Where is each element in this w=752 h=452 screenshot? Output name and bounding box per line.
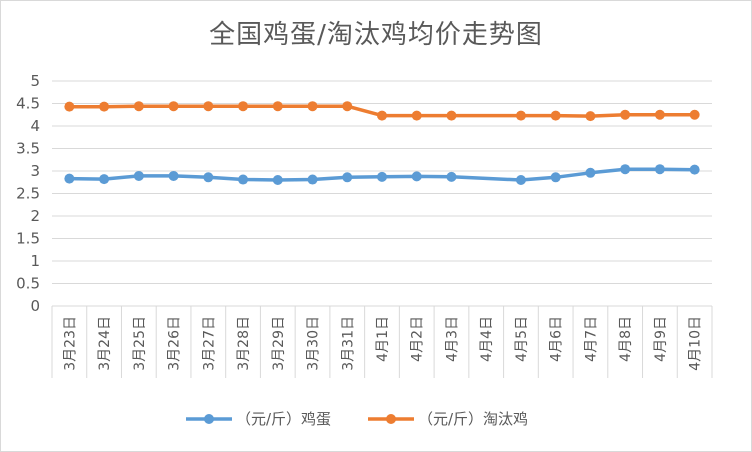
x-tick-label: 3月26日 [167, 316, 183, 371]
data-point-series-2 [689, 109, 700, 120]
data-point-series-1 [620, 164, 631, 175]
data-point-series-1 [64, 173, 75, 184]
x-tick-label: 4月8日 [618, 316, 634, 362]
data-point-series-1 [238, 174, 249, 185]
data-point-series-1 [689, 164, 700, 175]
data-point-series-2 [654, 109, 665, 120]
legend-label: （元/斤）淘汰鸡 [418, 410, 528, 428]
y-tick-label: 1 [30, 252, 40, 270]
x-tick-label: 3月31日 [340, 316, 356, 371]
x-tick-label: 4月3日 [444, 316, 460, 362]
data-point-series-2 [550, 110, 561, 121]
data-point-series-2 [342, 101, 353, 112]
data-point-series-1 [654, 164, 665, 175]
x-tick-label: 4月7日 [583, 316, 599, 362]
data-point-series-2 [99, 101, 110, 112]
x-tick-label: 4月2日 [410, 316, 426, 362]
legend-swatch-marker [204, 414, 214, 424]
data-point-series-1 [99, 174, 110, 185]
series-line-2 [69, 104, 695, 118]
data-point-series-2 [585, 111, 596, 122]
x-tick-label: 4月6日 [549, 316, 565, 362]
data-point-series-1 [411, 171, 422, 182]
y-tick-label: 3 [30, 162, 40, 180]
x-tick-label: 3月23日 [62, 316, 78, 371]
data-point-series-1 [377, 171, 387, 182]
data-point-series-1 [272, 175, 283, 185]
data-point-series-2 [307, 101, 318, 112]
data-point-series-2 [377, 110, 387, 121]
data-point-series-2 [515, 110, 526, 121]
y-tick-label: 1.5 [16, 230, 40, 248]
data-point-series-2 [203, 101, 214, 112]
x-tick-label: 3月27日 [201, 316, 217, 371]
x-tick-label: 3月24日 [97, 316, 113, 371]
x-tick-label: 4月1日 [375, 316, 391, 362]
data-point-series-1 [203, 172, 214, 183]
data-point-series-1 [307, 174, 318, 185]
data-point-series-2 [64, 101, 75, 112]
data-point-series-2 [272, 101, 283, 112]
x-tick-label: 3月25日 [132, 316, 148, 371]
y-tick-label: 0.5 [16, 275, 40, 293]
y-tick-label: 2.5 [16, 185, 40, 203]
y-tick-label: 3.5 [16, 140, 40, 158]
x-tick-label: 4月10日 [688, 316, 704, 371]
series-line-1 [69, 167, 695, 182]
data-point-series-2 [620, 109, 631, 120]
x-tick-label: 4月5日 [514, 316, 530, 362]
data-point-series-2 [168, 101, 179, 112]
x-tick-label: 3月29日 [271, 316, 287, 371]
x-tick-label: 4月9日 [653, 316, 669, 362]
data-point-series-1 [133, 170, 144, 181]
legend-swatch-marker [386, 414, 396, 424]
data-point-series-1 [342, 172, 353, 183]
data-point-series-1 [515, 175, 526, 185]
chart-title: 全国鸡蛋/淘汰鸡均价走势图 [209, 20, 543, 50]
data-point-series-2 [238, 101, 249, 112]
x-tick-label: 4月4日 [479, 316, 495, 362]
legend-label: （元/斤）鸡蛋 [236, 410, 331, 428]
x-tick-label: 3月28日 [236, 316, 252, 371]
data-point-series-1 [550, 172, 561, 183]
y-tick-label: 5 [30, 72, 40, 90]
data-point-series-2 [133, 101, 144, 112]
y-tick-label: 4.5 [16, 95, 40, 113]
data-point-series-2 [446, 110, 457, 121]
data-point-series-2 [411, 110, 422, 121]
x-tick-label: 3月30日 [306, 316, 322, 371]
data-point-series-1 [446, 171, 457, 182]
data-point-series-1 [585, 167, 596, 178]
data-point-series-1 [168, 170, 179, 181]
y-tick-label: 0 [30, 297, 40, 315]
y-tick-label: 2 [30, 207, 40, 225]
y-tick-label: 4 [30, 117, 40, 135]
